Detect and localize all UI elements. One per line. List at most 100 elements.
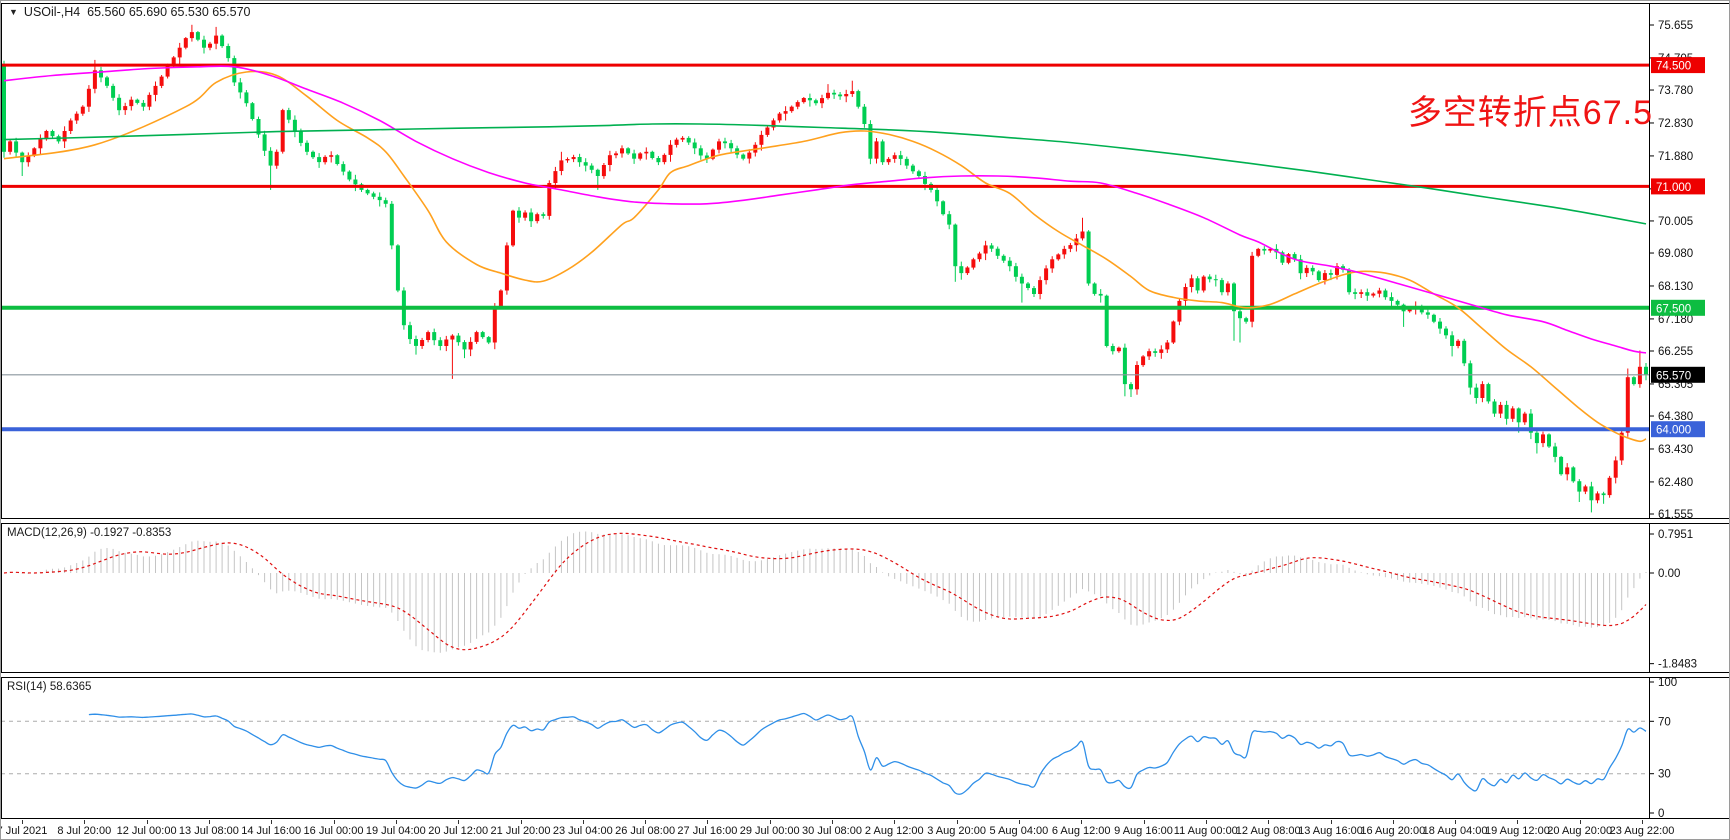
- axis-label: 63.430: [1658, 444, 1693, 456]
- axis-label: 69.080: [1658, 248, 1693, 260]
- time-tick: [1205, 820, 1207, 824]
- time-tick: [208, 820, 210, 824]
- time-tick: [22, 820, 23, 824]
- candles: [2, 24, 1648, 513]
- time-label: 2 Aug 12:00: [864, 825, 924, 837]
- time-tick: [146, 820, 148, 824]
- price-chart-panel[interactable]: [1, 24, 1649, 513]
- time-tick: [84, 820, 86, 824]
- axis-label: 61.555: [1658, 509, 1693, 521]
- time-tick: [956, 820, 958, 824]
- time-label: 29 Jul 00:00: [739, 825, 800, 837]
- price-badge-71.000: 71.000: [1651, 178, 1705, 195]
- time-tick: [1392, 820, 1394, 824]
- svg-text:67.500: 67.500: [1656, 303, 1691, 315]
- svg-text:74.500: 74.500: [1656, 61, 1691, 73]
- time-label: 23 Jul 04:00: [552, 825, 613, 837]
- rsi-indicator-panel[interactable]: [1, 712, 1649, 795]
- time-tick: [1081, 820, 1083, 824]
- time-label: 20 Aug 20:00: [1547, 825, 1613, 837]
- time-tick: [1517, 820, 1519, 824]
- macd-indicator-label: MACD(12,26,9) -0.1927 -0.8353: [7, 527, 172, 539]
- time-tick: [1018, 820, 1020, 824]
- time-axis[interactable]: 7 Jul 2021 8 Jul 20:00 12 Jul 00:00 13 Jul …: [0, 820, 1729, 839]
- time-label: 6 Aug 12:00: [1051, 825, 1111, 837]
- time-tick: [1268, 820, 1270, 824]
- time-label: 21 Jul 20:00: [490, 825, 551, 837]
- time-tick: [1330, 820, 1332, 824]
- time-label: 11 Aug 00:00: [1173, 825, 1238, 837]
- time-tick: [333, 820, 335, 824]
- time-label: 30 Jul 08:00: [802, 825, 862, 837]
- time-tick: [1455, 820, 1457, 824]
- current-price-badge: 65.570: [1651, 366, 1705, 383]
- time-label: 16 Jul 00:00: [303, 825, 364, 837]
- axis-label: 70.005: [1658, 216, 1693, 228]
- time-label: 9 Aug 16:00: [1114, 825, 1173, 837]
- price-badge-74.500: 74.500: [1651, 57, 1705, 74]
- time-label: 20 Jul 12:00: [428, 825, 489, 837]
- axis-label: 100: [1658, 677, 1677, 689]
- time-label: 12 Aug 08:00: [1235, 825, 1301, 837]
- time-tick: [271, 820, 273, 824]
- rsi-indicator-label: RSI(14) 58.6365: [7, 681, 92, 693]
- axis-label: 67.180: [1658, 314, 1693, 326]
- axis-label: 72.830: [1658, 118, 1693, 130]
- axis-label: 62.480: [1658, 477, 1693, 489]
- time-tick: [707, 820, 709, 824]
- chart-annotation-text: 多空转折点67.5: [1407, 94, 1653, 132]
- time-tick: [894, 820, 896, 824]
- time-label: 16 Aug 20:00: [1360, 825, 1426, 837]
- time-tick: [1579, 820, 1581, 824]
- svg-text:64.000: 64.000: [1656, 425, 1691, 437]
- symbol-ohlc-text: USOil-,H4 65.560 65.690 65.530 65.570: [23, 5, 251, 19]
- panel-frame: [1, 3, 1729, 819]
- ma-fast-line: [3, 70, 1647, 443]
- axis-label: 64.380: [1658, 411, 1693, 423]
- time-tick: [582, 820, 584, 824]
- axis-label: 0.7951: [1658, 529, 1693, 541]
- time-label: 23 Aug 22:00: [1609, 825, 1675, 837]
- time-label: 7 Jul 2021: [0, 825, 48, 837]
- svg-text:65.570: 65.570: [1656, 370, 1691, 382]
- horizontal-level-lines[interactable]: [1, 63, 1649, 432]
- axis-label: 30: [1658, 769, 1671, 781]
- axis-label: -1.8483: [1658, 659, 1697, 671]
- time-label: 13 Jul 08:00: [178, 825, 239, 837]
- axis-label: 0: [1658, 808, 1664, 820]
- time-tick: [832, 820, 833, 824]
- time-tick: [395, 820, 397, 824]
- time-label: 8 Jul 20:00: [57, 825, 112, 837]
- symbol-dropdown-icon[interactable]: ▼: [9, 7, 18, 17]
- axis-label: 0.00: [1658, 568, 1680, 580]
- rsi-line: [88, 712, 1647, 795]
- axis-label: 75.655: [1658, 20, 1693, 32]
- time-tick: [1143, 820, 1145, 824]
- svg-text:71.000: 71.000: [1656, 182, 1691, 194]
- time-label: 27 Jul 16:00: [677, 825, 738, 837]
- time-tick: [520, 820, 522, 824]
- time-label: 5 Aug 04:00: [989, 825, 1049, 837]
- time-label: 26 Jul 08:00: [615, 825, 676, 837]
- ma-mid-line: [3, 65, 1647, 354]
- price-badge-67.500: 67.500: [1651, 299, 1705, 316]
- time-tick: [645, 820, 647, 824]
- axis-label: 70: [1658, 716, 1671, 728]
- price-axis[interactable]: 75.65574.70573.78072.83071.88070.93070.0…: [1649, 20, 1705, 820]
- symbol-info-bar: ▼ USOil-,H4 65.560 65.690 65.530 65.570: [9, 5, 250, 19]
- axis-label: 66.255: [1658, 346, 1693, 358]
- axis-label: 73.780: [1658, 85, 1693, 97]
- time-tick: [1642, 820, 1643, 824]
- time-tick: [769, 820, 771, 824]
- time-label: 14 Jul 16:00: [241, 825, 302, 837]
- axis-label: 68.130: [1658, 281, 1693, 293]
- ma-slow-line: [3, 123, 1647, 225]
- time-label: 18 Aug 04:00: [1422, 825, 1488, 837]
- time-label: 19 Jul 04:00: [365, 825, 426, 837]
- time-label: 19 Aug 12:00: [1484, 825, 1550, 837]
- macd-indicator-panel[interactable]: [3, 531, 1647, 653]
- macd-signal-line: [3, 532, 1647, 651]
- time-label: 3 Aug 20:00: [927, 825, 986, 837]
